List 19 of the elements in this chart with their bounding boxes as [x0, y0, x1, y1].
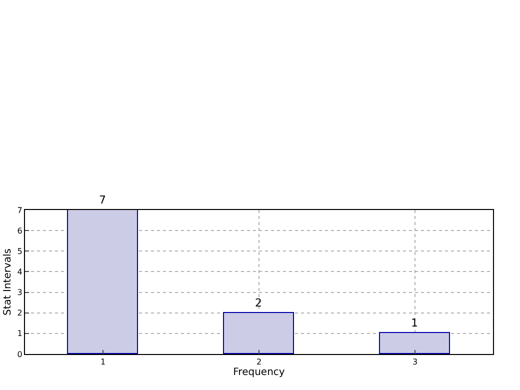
y-tick-label: 6	[17, 226, 22, 236]
data-label: 1	[411, 316, 418, 330]
data-label: 7	[99, 194, 106, 206]
y-tick-label: 4	[17, 268, 22, 277]
bar	[67, 210, 138, 354]
y-tick-label: 7	[17, 206, 22, 215]
y-tick-label: 0	[17, 350, 22, 359]
y-tick-label: 5	[17, 246, 22, 256]
y-tick-label: 3	[17, 288, 22, 298]
x-axis-title: Frequency	[233, 367, 285, 378]
bar	[379, 332, 450, 354]
x-tick-label: 3	[412, 358, 418, 367]
bar	[223, 312, 294, 354]
x-tick-label: 1	[100, 358, 106, 367]
y-tick-label: 1	[17, 329, 22, 338]
y-axis-title: Stat Intervals	[2, 248, 14, 316]
data-label: 2	[255, 296, 262, 310]
y-tick-label: 2	[17, 308, 22, 318]
x-tick-label: 2	[256, 358, 262, 367]
